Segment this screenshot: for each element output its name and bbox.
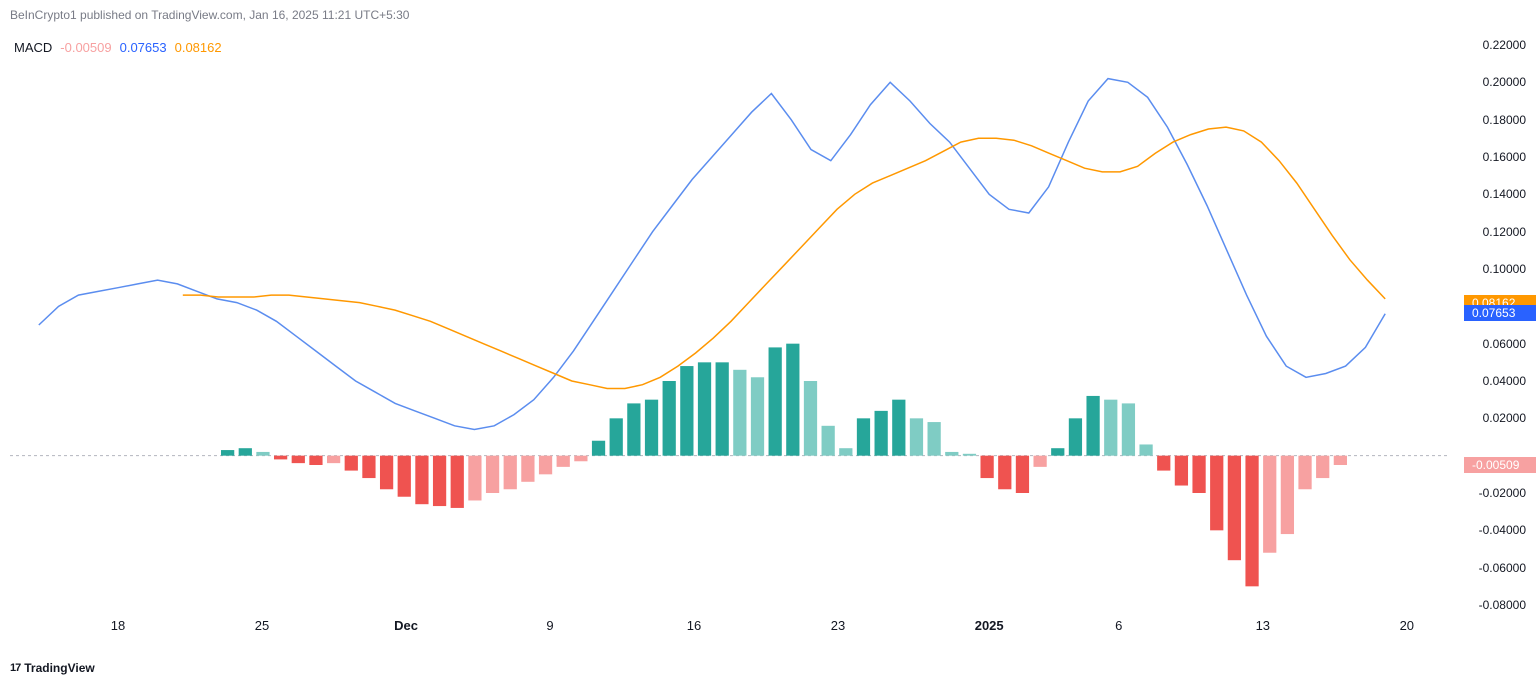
y-tick-label: -0.08000 (1479, 598, 1526, 612)
tradingview-logo-icon: 17 (10, 662, 20, 674)
x-tick-label: Dec (394, 618, 418, 633)
macd-chart-svg (10, 35, 1450, 615)
x-tick-label: 13 (1256, 618, 1270, 633)
y-tick-label: 0.02000 (1483, 411, 1526, 425)
chart-area[interactable] (10, 35, 1450, 615)
y-tick-label: 0.12000 (1483, 225, 1526, 239)
y-tick-label: -0.04000 (1479, 523, 1526, 537)
price-tag: 0.07653 (1464, 305, 1536, 321)
y-tick-label: 0.18000 (1483, 113, 1526, 127)
y-tick-label: -0.06000 (1479, 561, 1526, 575)
x-tick-label: 23 (831, 618, 845, 633)
x-tick-label: 9 (546, 618, 553, 633)
x-tick-label: 18 (111, 618, 125, 633)
y-tick-label: 0.14000 (1483, 187, 1526, 201)
y-tick-label: 0.04000 (1483, 374, 1526, 388)
x-tick-label: 2025 (975, 618, 1004, 633)
y-tick-label: -0.02000 (1479, 486, 1526, 500)
x-axis: 18 25 Dec 9 16 23 2025 6 13 20 (10, 618, 1450, 643)
tradingview-label: TradingView (24, 661, 94, 675)
y-axis: 0.22000 0.20000 0.18000 0.16000 0.14000 0.120… (1458, 35, 1536, 615)
x-tick-label: 25 (255, 618, 269, 633)
y-tick-label: 0.06000 (1483, 337, 1526, 351)
y-tick-label: 0.10000 (1483, 262, 1526, 276)
y-tick-label: 0.20000 (1483, 75, 1526, 89)
x-tick-label: 16 (687, 618, 701, 633)
chart-header: BeInCrypto1 published on TradingView.com… (10, 8, 409, 22)
tradingview-footer: 17 TradingView (10, 661, 95, 675)
y-tick-label: 0.22000 (1483, 38, 1526, 52)
x-tick-label: 20 (1400, 618, 1414, 633)
price-tag: -0.00509 (1464, 457, 1536, 473)
x-tick-label: 6 (1115, 618, 1122, 633)
y-tick-label: 0.16000 (1483, 150, 1526, 164)
